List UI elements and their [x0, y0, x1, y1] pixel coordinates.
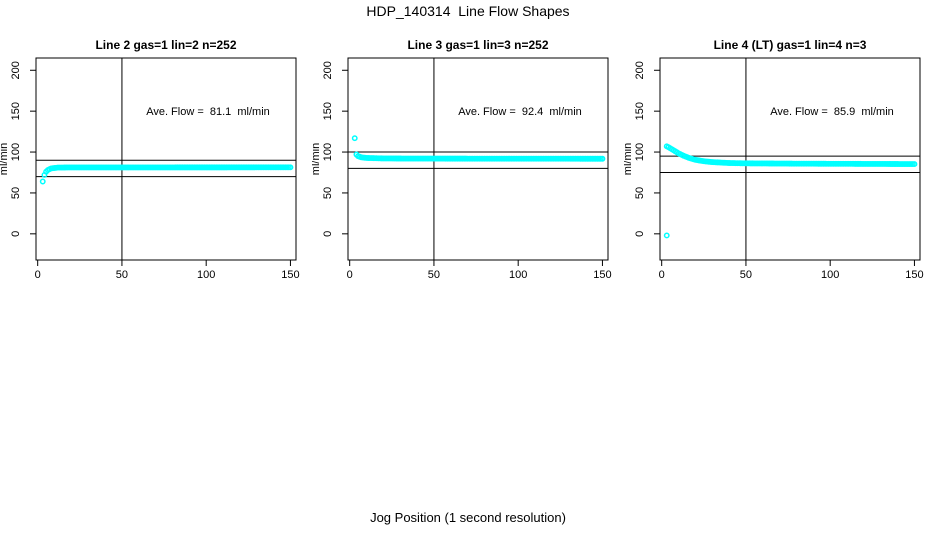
ave-flow-annotation: Ave. Flow = 85.9 ml/min — [770, 106, 894, 118]
y-tick-label: 100 — [634, 143, 646, 161]
y-tick-label: 200 — [634, 61, 646, 79]
x-tick-label: 50 — [740, 269, 752, 281]
data-point — [351, 135, 358, 142]
data-points — [351, 135, 606, 162]
y-tick-label: 0 — [10, 231, 22, 237]
data-point — [287, 164, 294, 171]
x-tick-label: 150 — [905, 269, 923, 281]
y-tick-label: 150 — [322, 102, 334, 120]
y-axis-label: ml/min — [312, 143, 322, 175]
x-axis-label: Jog Position (1 second resolution) — [370, 510, 566, 525]
y-tick-label: 50 — [10, 187, 22, 199]
data-point — [599, 155, 606, 162]
flow-panel-3: Line 4 (LT) gas=1 lin=4 n=3 0 50 100 150 200 m… — [624, 38, 924, 281]
panel-title: Line 3 gas=1 lin=3 n=252 — [407, 38, 548, 52]
data-point — [39, 178, 46, 185]
data-points — [39, 164, 294, 185]
x-tick-label: 0 — [35, 269, 41, 281]
y-tick-label: 50 — [634, 187, 646, 199]
data-point — [663, 232, 670, 239]
x-tick-label: 50 — [428, 269, 440, 281]
data-points — [663, 143, 918, 239]
x-tick-label: 0 — [659, 269, 665, 281]
y-tick-label: 200 — [10, 61, 22, 79]
y-tick-label: 100 — [322, 143, 334, 161]
y-tick-label: 200 — [322, 61, 334, 79]
y-axis-label: ml/min — [624, 143, 634, 175]
plot-box — [347, 57, 609, 261]
x-tick-label: 100 — [509, 269, 527, 281]
x-tick-label: 100 — [821, 269, 839, 281]
y-tick-label: 50 — [322, 187, 334, 199]
panels-row: Line 2 gas=1 lin=2 n=252 0 50 100 150 200 ml/m… — [0, 18, 936, 294]
x-tick-label: 0 — [347, 269, 353, 281]
panel-title: Line 2 gas=1 lin=2 n=252 — [95, 38, 236, 52]
ave-flow-annotation: Ave. Flow = 81.1 ml/min — [146, 106, 270, 118]
data-point — [911, 161, 918, 168]
y-tick-label: 100 — [10, 143, 22, 161]
x-tick-label: 100 — [197, 269, 215, 281]
flow-panel-2: Line 3 gas=1 lin=3 n=252 0 50 100 150 200 ml/m… — [312, 38, 612, 281]
x-tick-label: 150 — [593, 269, 611, 281]
y-tick-label: 0 — [322, 231, 334, 237]
x-tick-label: 50 — [116, 269, 128, 281]
flow-panel-1: Line 2 gas=1 lin=2 n=252 0 50 100 150 200 ml/m… — [0, 38, 300, 281]
y-axis-label: ml/min — [0, 143, 10, 175]
y-tick-label: 0 — [634, 231, 646, 237]
panel-title: Line 4 (LT) gas=1 lin=4 n=3 — [714, 38, 867, 52]
x-tick-label: 150 — [281, 269, 299, 281]
plot-box — [35, 57, 297, 261]
plot-box — [659, 57, 921, 261]
y-tick-label: 150 — [10, 102, 22, 120]
figure-title: HDP_140314 Line Flow Shapes — [366, 3, 570, 19]
ave-flow-annotation: Ave. Flow = 92.4 ml/min — [458, 106, 582, 118]
y-tick-label: 150 — [634, 102, 646, 120]
